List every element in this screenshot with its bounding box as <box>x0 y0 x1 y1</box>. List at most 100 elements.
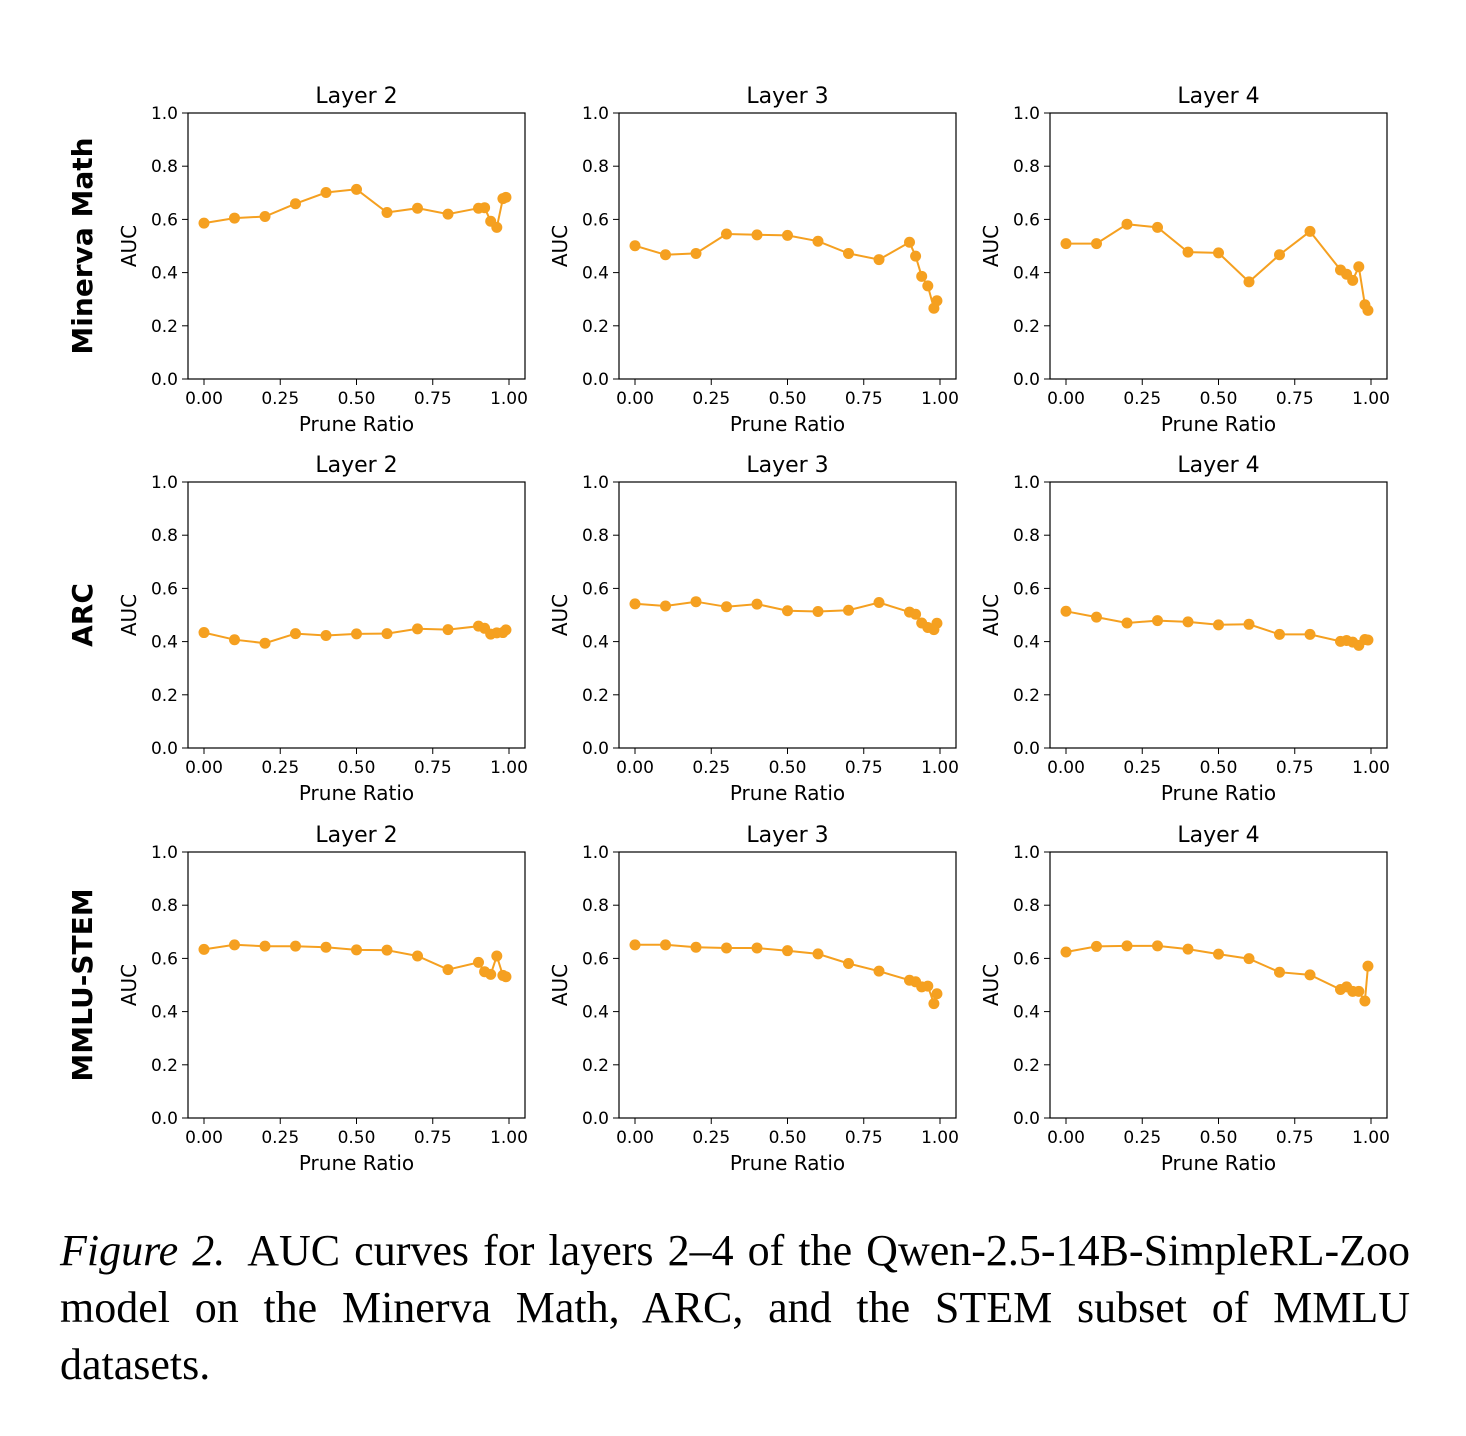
subplot: Layer 4 0.0 0.2 0.4 0.6 0.8 1.0 0.00 0.25 0.50 0.7… <box>979 84 1390 436</box>
y-tick-label: 0.4 <box>151 1003 178 1023</box>
data-point <box>1182 246 1194 258</box>
y-tick-label: 1.0 <box>151 104 178 124</box>
data-point <box>922 980 934 992</box>
y-axis-label: AUC <box>979 964 1003 1006</box>
x-tick-label: 1.00 <box>490 1128 528 1148</box>
x-tick-label: 0.25 <box>261 389 299 409</box>
data-point <box>320 629 332 641</box>
subplot-title: Layer 3 <box>746 453 828 478</box>
data-point <box>259 637 271 649</box>
y-tick-label: 0.0 <box>1013 1109 1040 1129</box>
data-point <box>1213 619 1224 631</box>
y-axis-label: AUC <box>979 594 1003 636</box>
x-axis-label: Prune Ratio <box>730 1151 845 1175</box>
y-tick-label: 0.0 <box>582 1109 609 1129</box>
x-tick-label: 0.00 <box>1047 758 1085 778</box>
data-point <box>320 187 332 199</box>
data-point <box>931 988 943 1000</box>
data-point <box>1060 946 1072 958</box>
y-tick-label: 0.6 <box>582 949 609 969</box>
y-tick-label: 0.8 <box>151 526 178 546</box>
x-tick-label: 0.25 <box>261 1128 299 1148</box>
y-axis-label: AUC <box>548 225 572 267</box>
y-tick-label: 0.4 <box>582 633 609 653</box>
data-point <box>660 939 671 951</box>
data-point <box>1182 616 1194 628</box>
subplot: Layer 2 0.0 0.2 0.4 0.6 0.8 1.0 0.00 0.25 0.50 0.7… <box>117 823 528 1175</box>
data-point <box>843 957 854 969</box>
x-tick-label: 0.25 <box>692 758 730 778</box>
y-tick-label: 0.4 <box>151 633 178 653</box>
y-tick-label: 0.4 <box>582 1003 609 1023</box>
subplot-title: Layer 4 <box>1177 823 1259 848</box>
row-label: MMLU-STEM <box>66 888 99 1081</box>
y-tick-label: 0.6 <box>1013 579 1040 599</box>
data-point <box>473 956 484 968</box>
data-point <box>1121 617 1133 629</box>
y-tick-label: 0.8 <box>582 896 609 916</box>
x-tick-label: 0.50 <box>338 1128 376 1148</box>
data-point <box>1359 995 1371 1007</box>
x-tick-label: 0.25 <box>1123 758 1161 778</box>
x-tick-label: 1.00 <box>921 758 959 778</box>
y-tick-label: 0.8 <box>1013 526 1040 546</box>
y-tick-label: 0.0 <box>151 1109 178 1129</box>
x-tick-label: 1.00 <box>1352 758 1390 778</box>
y-tick-label: 0.6 <box>151 579 178 599</box>
x-tick-label: 0.50 <box>769 1128 807 1148</box>
x-tick-label: 1.00 <box>921 389 959 409</box>
data-point <box>381 944 393 956</box>
y-tick-label: 0.8 <box>1013 157 1040 177</box>
y-tick-label: 0.6 <box>151 949 178 969</box>
row-label: Minerva Math <box>66 137 99 354</box>
y-tick-label: 0.6 <box>582 579 609 599</box>
data-point <box>229 939 240 951</box>
data-point <box>290 628 301 640</box>
y-tick-label: 1.0 <box>582 473 609 493</box>
y-tick-label: 0.6 <box>1013 949 1040 969</box>
data-point <box>873 254 885 266</box>
y-tick-label: 0.4 <box>1013 1003 1040 1023</box>
data-point <box>690 247 702 259</box>
data-point <box>1091 238 1102 250</box>
row-labels: Minerva Math ARC MMLU-STEM <box>66 137 99 1081</box>
subplot-title: Layer 4 <box>1177 84 1259 109</box>
subplot-title: Layer 4 <box>1177 453 1259 478</box>
data-point <box>500 624 512 636</box>
subplot-title: Layer 2 <box>315 823 397 848</box>
x-tick-label: 0.50 <box>338 758 376 778</box>
data-point <box>198 943 210 955</box>
y-tick-label: 0.4 <box>1013 633 1040 653</box>
x-axis-label: Prune Ratio <box>299 781 414 805</box>
data-point <box>1274 628 1285 640</box>
data-point <box>290 198 301 210</box>
x-tick-label: 0.00 <box>1047 389 1085 409</box>
data-point <box>351 183 362 195</box>
series-line <box>634 232 938 312</box>
x-axis-label: Prune Ratio <box>1161 412 1276 436</box>
data-point <box>1182 943 1194 955</box>
data-point <box>1152 615 1163 627</box>
x-tick-label: 0.00 <box>185 758 223 778</box>
data-point <box>1362 634 1374 646</box>
x-tick-label: 0.50 <box>1200 389 1238 409</box>
x-tick-label: 1.00 <box>1352 1128 1390 1148</box>
data-point <box>1274 249 1285 261</box>
data-point <box>812 606 824 618</box>
axes-frame <box>187 851 526 1119</box>
data-point <box>412 623 423 635</box>
x-tick-label: 0.25 <box>1123 1128 1161 1148</box>
data-point <box>812 948 824 960</box>
series-line <box>1066 223 1369 311</box>
x-tick-label: 0.50 <box>769 758 807 778</box>
data-point <box>931 295 943 307</box>
x-tick-label: 0.50 <box>338 389 376 409</box>
subplot: Layer 2 0.0 0.2 0.4 0.6 0.8 1.0 0.00 0.25 0.50 0.7… <box>117 453 528 805</box>
x-tick-label: 0.75 <box>845 1128 883 1148</box>
y-axis-label: AUC <box>548 594 572 636</box>
x-tick-label: 0.00 <box>616 1128 654 1148</box>
data-point <box>1274 966 1285 978</box>
x-tick-label: 0.25 <box>692 389 730 409</box>
y-tick-label: 0.8 <box>151 157 178 177</box>
data-point <box>782 605 793 617</box>
